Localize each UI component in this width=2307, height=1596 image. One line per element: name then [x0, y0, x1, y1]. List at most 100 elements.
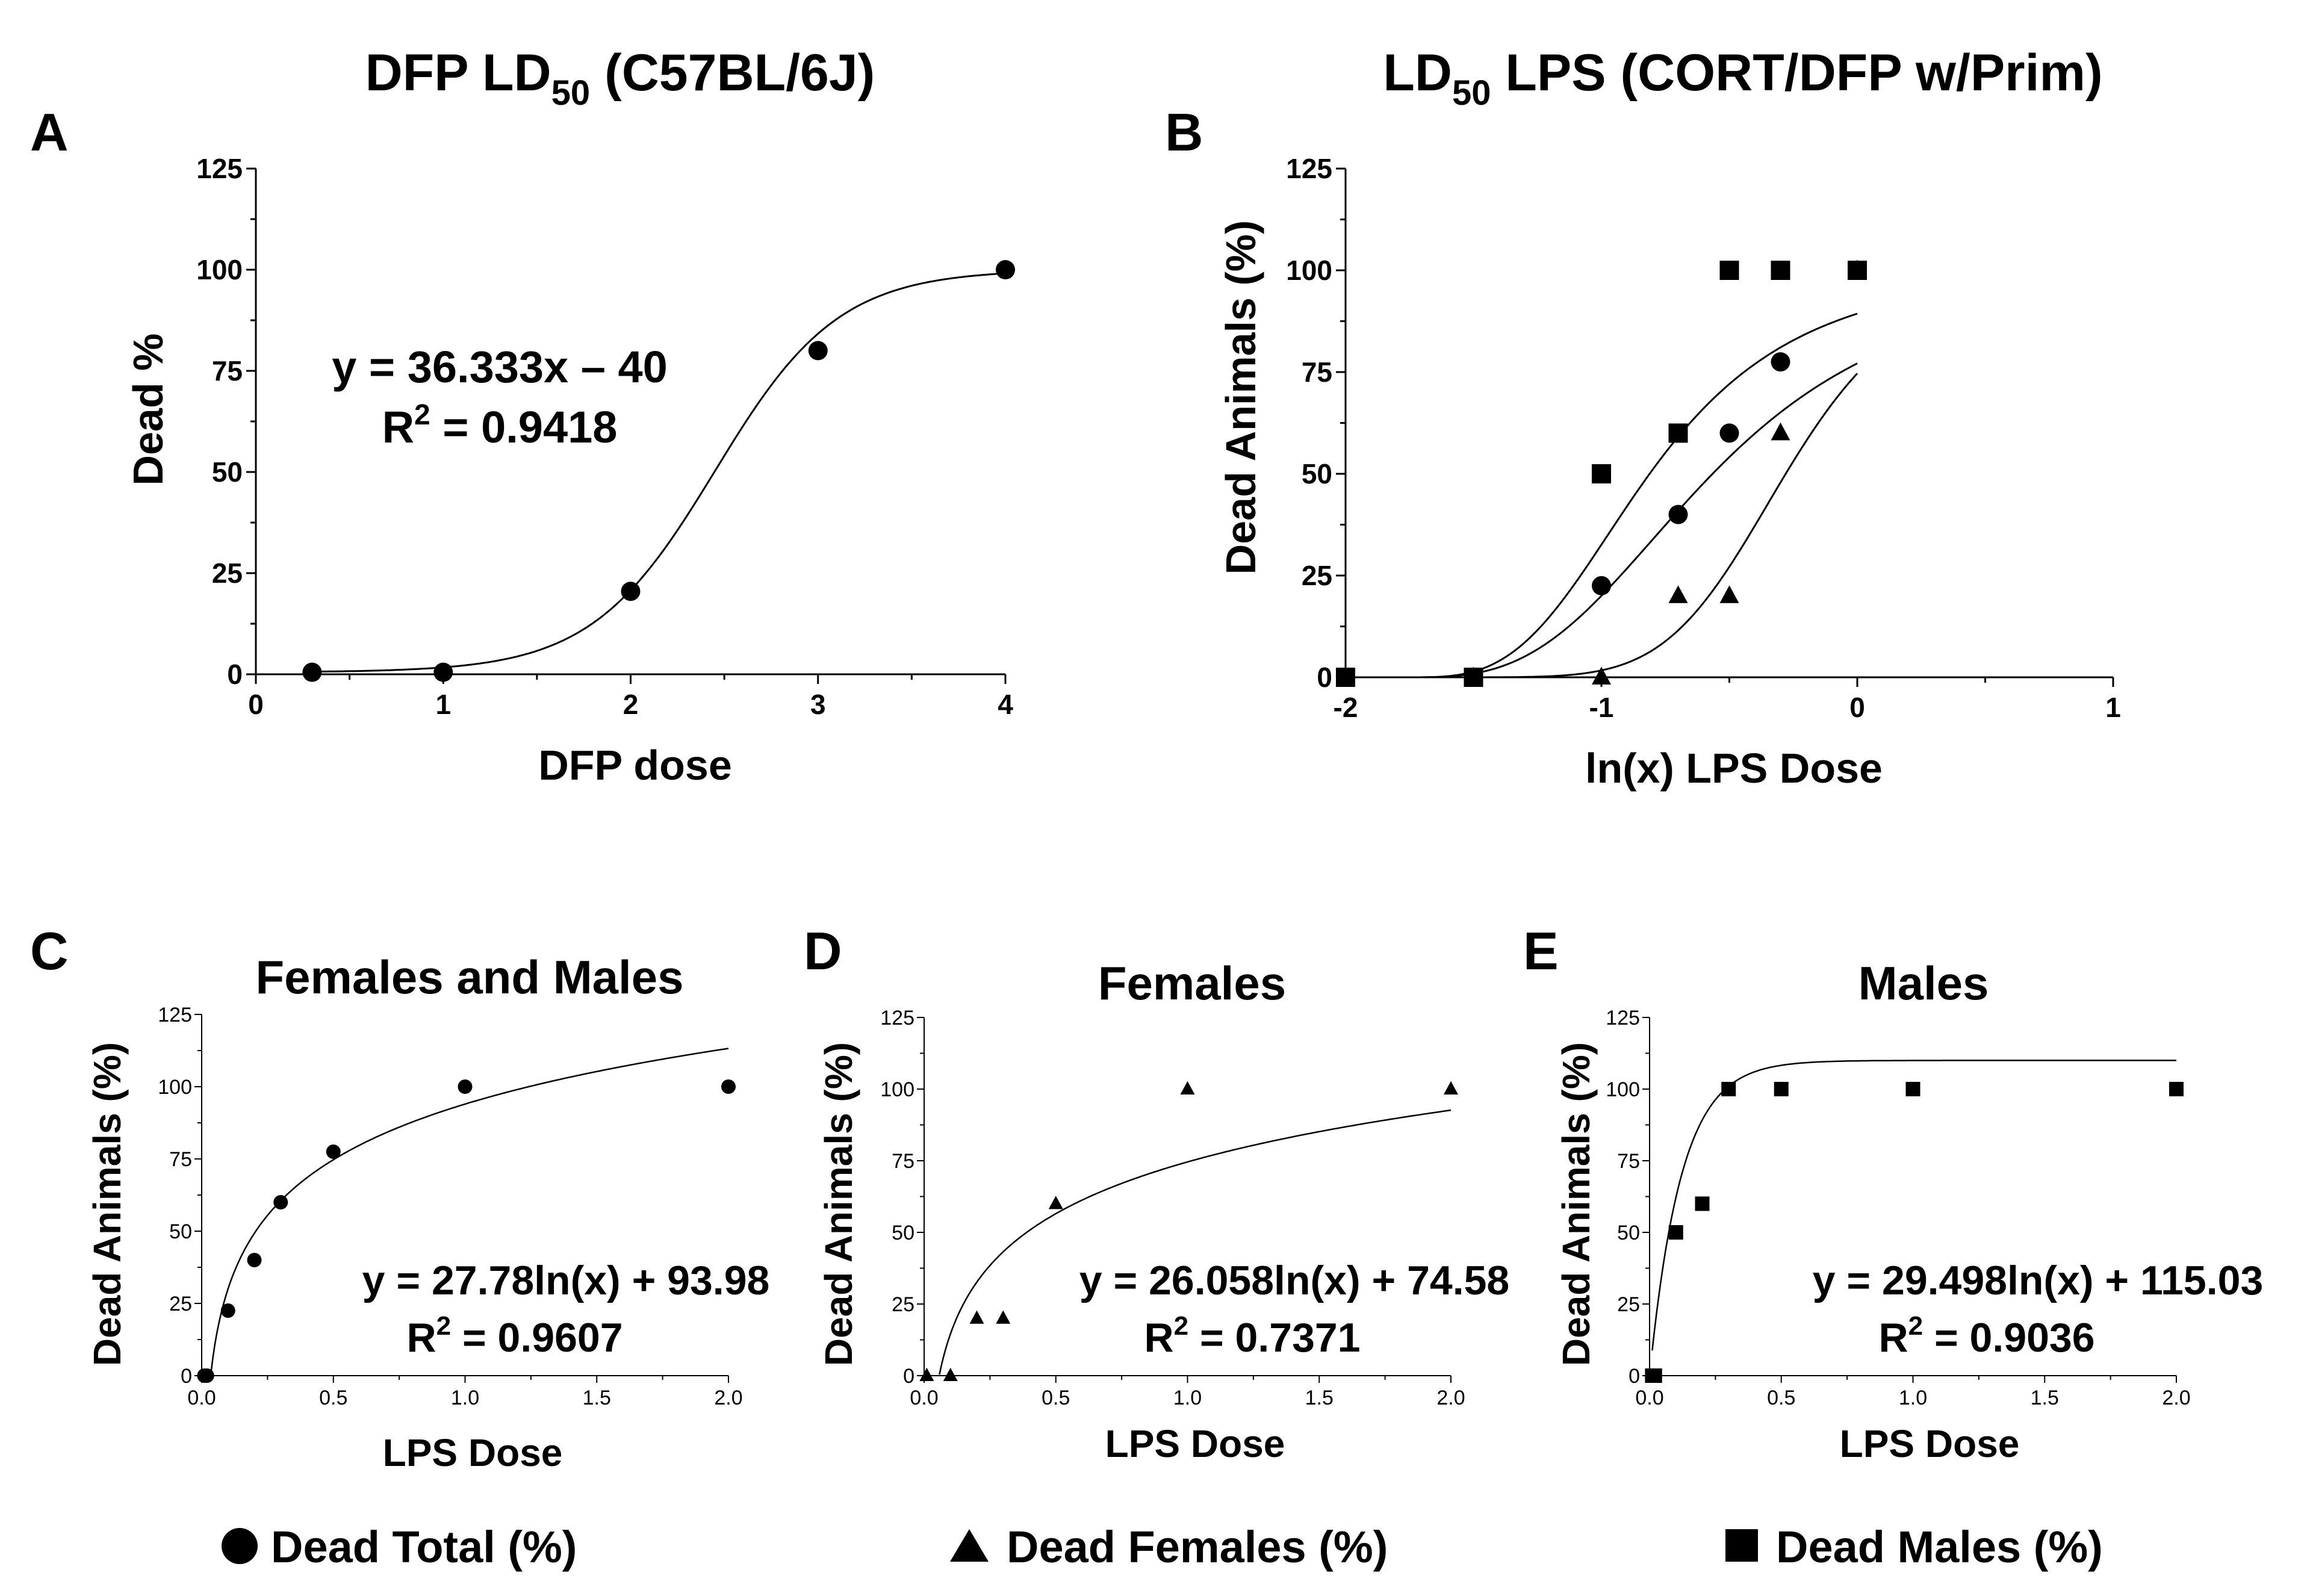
circle-data-point: [1719, 423, 1739, 443]
x-tick-label: -1: [1589, 692, 1614, 723]
panel-c-title: Females and Males: [256, 951, 684, 1004]
log-fit-curve: [210, 1048, 729, 1376]
y-tick-label: 125: [880, 1007, 914, 1029]
panel-c-equation: y = 27.78ln(x) + 93.98: [362, 1258, 770, 1303]
panel-letter-c: C: [30, 921, 69, 981]
panel-a-ticks: 0 25 50 75 100 125 0 1 2 3 4: [196, 153, 1013, 720]
log-fit-curve: [939, 1109, 1452, 1375]
panel-b: B LD50 LPS (CORT/DFP w/Prim) 0 25 50 75 100 1…: [1165, 44, 2121, 792]
panel-e-title: Males: [1858, 957, 1989, 1010]
panel-b-marks: [1336, 259, 1867, 687]
x-tick-label: 1.0: [1173, 1386, 1202, 1409]
panel-d-y-axis-label: Dead Animals (%): [817, 1042, 860, 1366]
panel-d-x-axis-label: LPS Dose: [1105, 1422, 1285, 1465]
x-tick-label: 4: [998, 689, 1013, 720]
y-tick-label: 75: [1302, 356, 1332, 388]
panel-c-x-axis-label: LPS Dose: [383, 1431, 563, 1474]
panel-c-ticks: 0 25 50 75 100 125 0.0 0.5 1.0 1.5 2.0: [158, 1004, 742, 1409]
panel-b-ticks: 0 25 50 75 100 125 -2 -1 0 1: [1286, 153, 2121, 723]
y-tick-label: 125: [1286, 153, 1332, 184]
panel-a-equation: y = 36.333x – 40: [332, 342, 668, 392]
square-data-point: [2169, 1082, 2184, 1096]
panel-e-r-squared: R2 = 0.9036: [1878, 1311, 2094, 1361]
square-data-point: [1771, 261, 1790, 280]
square-data-point: [1592, 464, 1611, 483]
panel-a-y-axis-label: Dead %: [125, 334, 172, 486]
x-tick-label: 1: [2105, 692, 2121, 723]
panel-e-fit-curves: [1651, 1060, 2176, 1351]
legend-label-dead-males: Dead Males (%): [1776, 1522, 2103, 1572]
panel-a-r-squared: R2 = 0.9418: [382, 399, 618, 452]
x-tick-label: 1.5: [1305, 1386, 1334, 1409]
y-tick-label: 50: [1617, 1222, 1640, 1244]
circle-data-point: [721, 1079, 736, 1094]
panel-letter-e: E: [1523, 921, 1559, 981]
y-tick-label: 50: [169, 1220, 192, 1243]
square-data-point: [1719, 261, 1739, 280]
circle-data-point: [1668, 505, 1688, 524]
total-fit-curve: [1409, 362, 1858, 678]
y-tick-label: 25: [892, 1293, 914, 1316]
square-data-point: [1905, 1082, 1920, 1096]
square-data-point: [1647, 1368, 1662, 1383]
panel-b-y-axis-label: Dead Animals (%): [1217, 220, 1264, 575]
triangle-data-point: [943, 1367, 958, 1381]
females-fit-curve: [1409, 373, 1858, 678]
panel-d-fit-curves: [939, 1109, 1452, 1375]
triangle-data-point: [996, 1310, 1011, 1324]
triangle-data-point: [1180, 1081, 1195, 1095]
panel-a: A DFP LD50 (C57BL/6J) 0 25 50 75 100 125 0 1 2 3 4…: [30, 44, 1015, 789]
circle-data-point: [1771, 352, 1790, 372]
y-tick-label: 100: [158, 1076, 192, 1099]
y-tick-label: 0: [1629, 1365, 1640, 1388]
panel-d-r-squared: R2 = 0.7371: [1144, 1311, 1360, 1361]
y-tick-label: 75: [892, 1150, 914, 1173]
circle-data-point: [273, 1195, 288, 1209]
y-tick-label: 100: [196, 254, 243, 285]
y-tick-label: 50: [892, 1222, 914, 1244]
y-tick-label: 125: [196, 153, 243, 184]
circle-data-point: [621, 582, 641, 601]
square-data-point: [1668, 423, 1688, 443]
panel-e-ticks: 0 25 50 75 100 125 0.0 0.5 1.0 1.5 2.0: [1606, 1007, 2190, 1409]
y-tick-label: 25: [169, 1293, 192, 1315]
circle-data-point: [220, 1303, 235, 1318]
square-data-point: [1774, 1082, 1789, 1096]
panel-a-marks: [302, 260, 1015, 682]
x-tick-label: -2: [1334, 692, 1358, 723]
legend-item-dead-total: Dead Total (%): [222, 1522, 577, 1572]
triangle-data-point: [1048, 1196, 1063, 1209]
panel-e: E Males 0 25 50 75 100 125 0.0 0.5 1.0 1.5 2.0 LPS…: [1523, 921, 2263, 1465]
x-tick-label: 2.0: [714, 1386, 742, 1409]
y-tick-label: 75: [212, 355, 243, 387]
sigmoid-fit-curve: [312, 272, 1006, 673]
x-tick-label: 2: [623, 689, 639, 720]
panel-e-x-axis-label: LPS Dose: [1840, 1422, 2020, 1465]
y-tick-label: 0: [903, 1365, 914, 1388]
triangle-data-point: [969, 1310, 984, 1324]
panel-e-equation: y = 29.498ln(x) + 115.03: [1813, 1258, 2264, 1303]
circle-data-point: [808, 341, 828, 361]
panel-c-fit-curves: [210, 1048, 729, 1376]
panel-c-marks: [197, 1079, 736, 1383]
x-tick-label: 2.0: [2162, 1386, 2190, 1409]
panel-d-ticks: 0 25 50 75 100 125 0.0 0.5 1.0 1.5 2.0: [880, 1007, 1465, 1409]
y-tick-label: 0: [181, 1365, 192, 1388]
triangle-data-point: [1668, 585, 1688, 603]
circle-data-point: [326, 1144, 341, 1159]
panel-b-fit-curves: [1409, 312, 1858, 678]
square-data-point: [1721, 1082, 1736, 1096]
circle-data-point: [247, 1253, 262, 1267]
circle-data-point: [458, 1079, 473, 1094]
x-tick-label: 1.0: [1899, 1386, 1927, 1409]
y-tick-label: 125: [1606, 1007, 1640, 1029]
legend-circle-marker: [222, 1528, 258, 1564]
x-tick-label: 0: [1849, 692, 1865, 723]
y-tick-label: 25: [1617, 1293, 1640, 1316]
y-tick-label: 25: [212, 557, 243, 589]
x-tick-label: 1.5: [583, 1386, 611, 1409]
panel-c-r-squared: R2 = 0.9607: [406, 1311, 623, 1361]
x-tick-label: 3: [810, 689, 826, 720]
legend-triangle-marker: [950, 1529, 989, 1562]
x-tick-label: 0.5: [1767, 1386, 1795, 1409]
